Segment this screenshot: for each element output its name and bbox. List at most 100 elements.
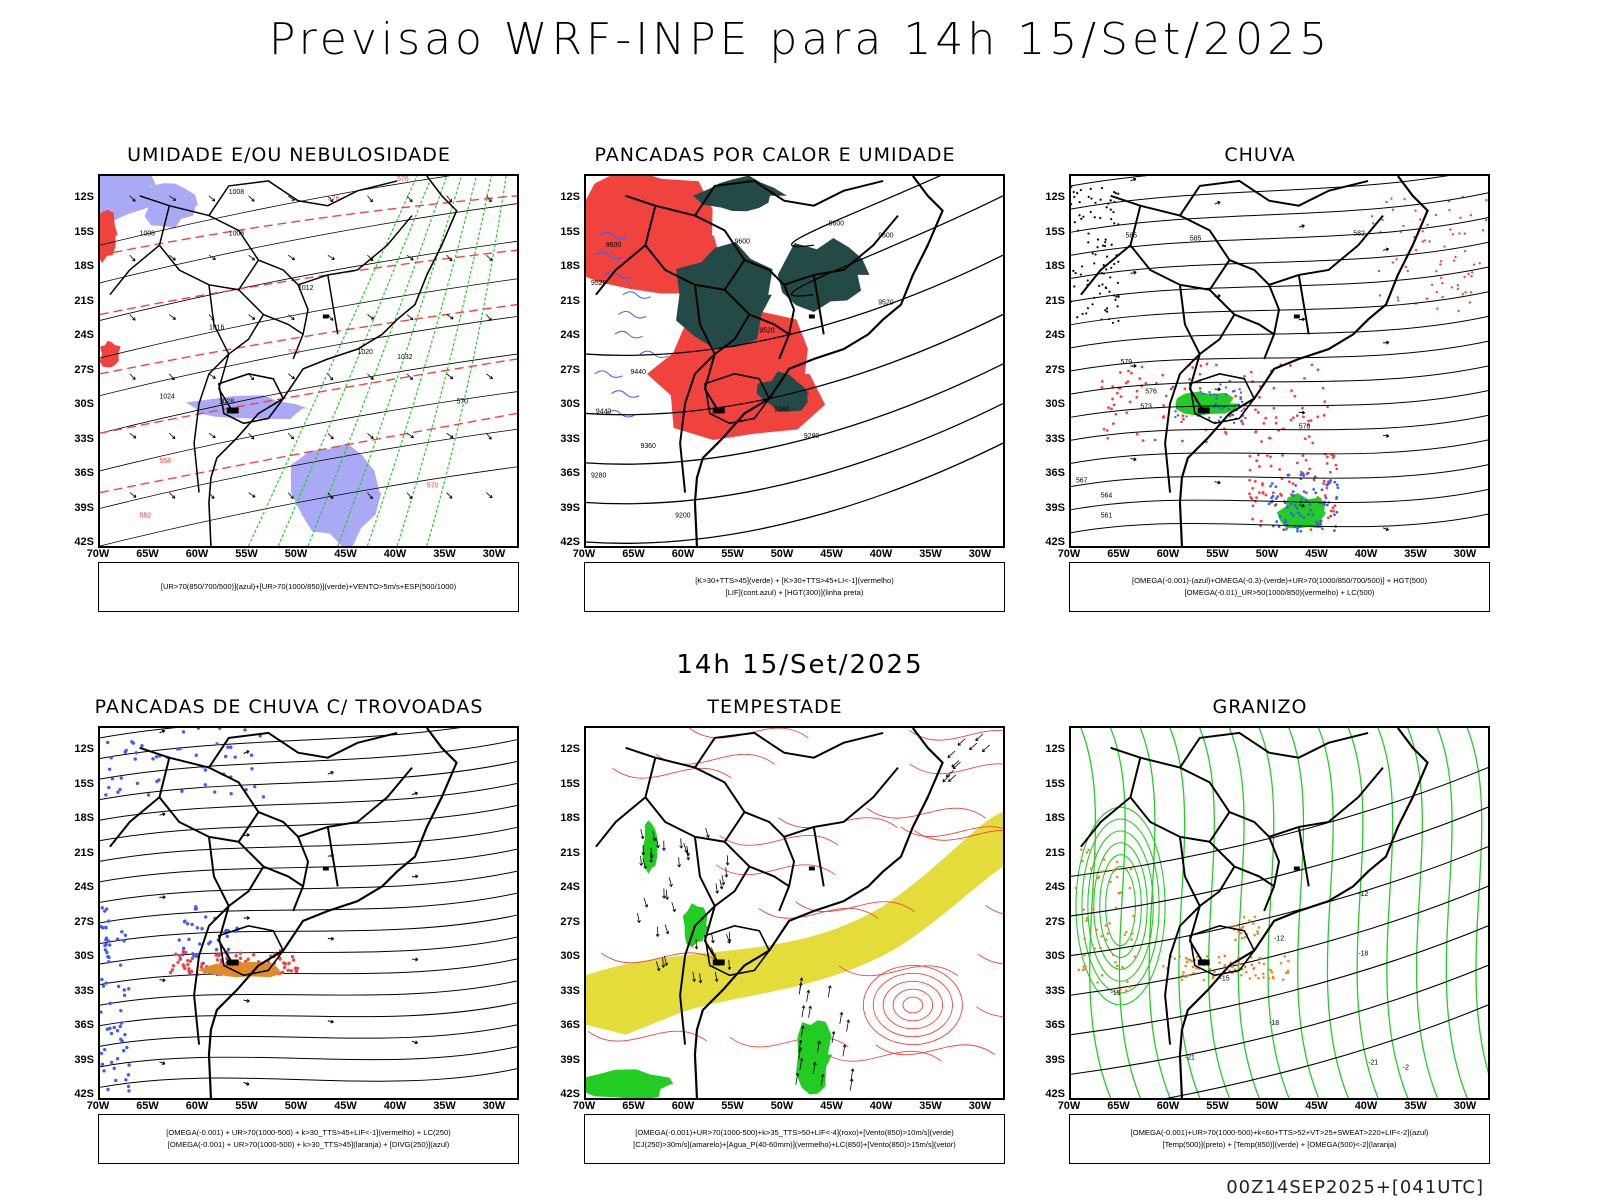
rain-speckle-black [1112,211,1115,214]
rain-speckle-red [1128,400,1132,404]
rain-speckle-red [1441,282,1444,285]
uruguay-border [1188,373,1256,425]
thunderstorm-red [238,951,243,955]
y-tick-label: 18S [560,812,580,824]
wind-vector [724,867,729,878]
wind-vector [1382,433,1390,438]
wind-vector [842,1044,847,1057]
rain-speckle-red [1248,454,1252,458]
country-border [1268,214,1384,286]
temp-850-green [1347,728,1379,1098]
divergence-blue [119,776,123,780]
rain-speckle-red [1436,307,1439,310]
rain-speckle-blue [1224,386,1228,389]
rain-speckle-blue [1300,497,1303,501]
omega-orange [1083,937,1086,941]
omega-orange [1085,851,1089,854]
rain-speckle-red [1198,372,1202,376]
rain-speckle-black [1081,312,1084,315]
omega-orange [1126,980,1129,983]
country-border [1179,179,1369,217]
y-tick-label: 18S [1045,260,1065,272]
rain-speckle-black [1117,319,1120,323]
x-tick-label: 65W [136,1100,159,1112]
rain-speckle-red [1443,245,1446,248]
rain-speckle-blue [1314,491,1318,495]
rain-speckle-red [1469,213,1473,217]
y-tick-label: 39S [74,501,94,514]
rain-speckle-red [1199,364,1203,368]
rain-speckle-blue [1208,390,1211,394]
omega-orange [1083,953,1086,957]
country-border [1199,865,1236,907]
wind-vector [406,432,414,439]
wind-vector [129,254,136,262]
lif-contour-blue [622,291,651,299]
y-tick-label: 33S [74,984,94,997]
rain-speckle-blue [1233,389,1236,393]
coastline [1178,176,1429,546]
omega-orange [1116,867,1119,871]
rain-speckle-red [1450,286,1453,289]
rain-speckle-red [1457,309,1460,313]
rain-speckle-black [1079,188,1082,192]
wind-vector [327,432,334,440]
wind-vector [327,936,335,941]
wind-vector [486,373,493,380]
x-tick-label: 35W [433,1100,456,1112]
divergence-blue [116,790,120,794]
x-tick-label: 70W [86,548,110,560]
rain-speckle-red [1301,406,1304,410]
rain-speckle-red [1164,394,1168,398]
rain-speckle-red [1188,378,1192,381]
rain-speckle-red [1181,414,1185,418]
panel-title: TEMPESTADE [707,696,843,718]
y-tick-label: 30S [560,950,580,962]
omega-orange [1184,964,1187,968]
rain-speckle-red [1306,423,1310,427]
contour-label: 1012 [298,285,314,292]
rain-speckle-red [1293,394,1297,398]
omega-orange [1115,875,1119,879]
country-border [644,757,746,843]
omega-orange [1128,886,1132,890]
wind-vector [1298,317,1306,322]
divergence-blue [106,939,111,943]
country-border [595,796,647,848]
y-tick-label: 15S [74,777,94,790]
rain-speckle-red [1309,419,1313,422]
divergence-blue [261,795,266,799]
omega-orange [1237,962,1241,966]
rain-speckle-red [1461,293,1464,296]
thunderstorm-red [181,949,185,954]
rain-speckle-red [1265,454,1269,457]
wind-vector [248,492,256,498]
humidity-contour-green [337,176,463,546]
rain-speckle-red [1259,519,1263,523]
streamline [1071,414,1488,441]
omega-orange [1257,977,1260,980]
rain-speckle-red [1323,494,1327,497]
rain-speckle-blue [1199,390,1202,394]
lake-mark [322,314,329,319]
wind-vector [801,1005,806,1018]
contour-label: 564 [1101,493,1113,500]
wind-vector [711,933,715,944]
lagoon-mark [1197,407,1210,414]
rain-speckle-red [1274,421,1278,425]
height-contour [586,313,1003,416]
panel-title: PANCADAS DE CHUVA C/ TROVOADAS [94,696,484,718]
x-axis-labels: 70W 65W 60W 55W 50W 45W 40W 35W 30W [1058,1100,1490,1114]
contour-label: 570 [427,483,439,490]
contour-label: -21 [1185,1054,1195,1061]
rain-speckle-red [1135,389,1139,393]
wind-vector [945,770,954,778]
rain-speckle-blue [1335,483,1339,487]
thunderstorm-red [178,954,182,958]
rain-speckle-red [1421,230,1424,233]
y-tick-label: 30S [1045,950,1065,962]
rain-speckle-red [1253,480,1257,483]
wind-vector [664,924,670,935]
wind-vector [486,254,493,261]
rain-speckle-blue [1292,514,1295,517]
